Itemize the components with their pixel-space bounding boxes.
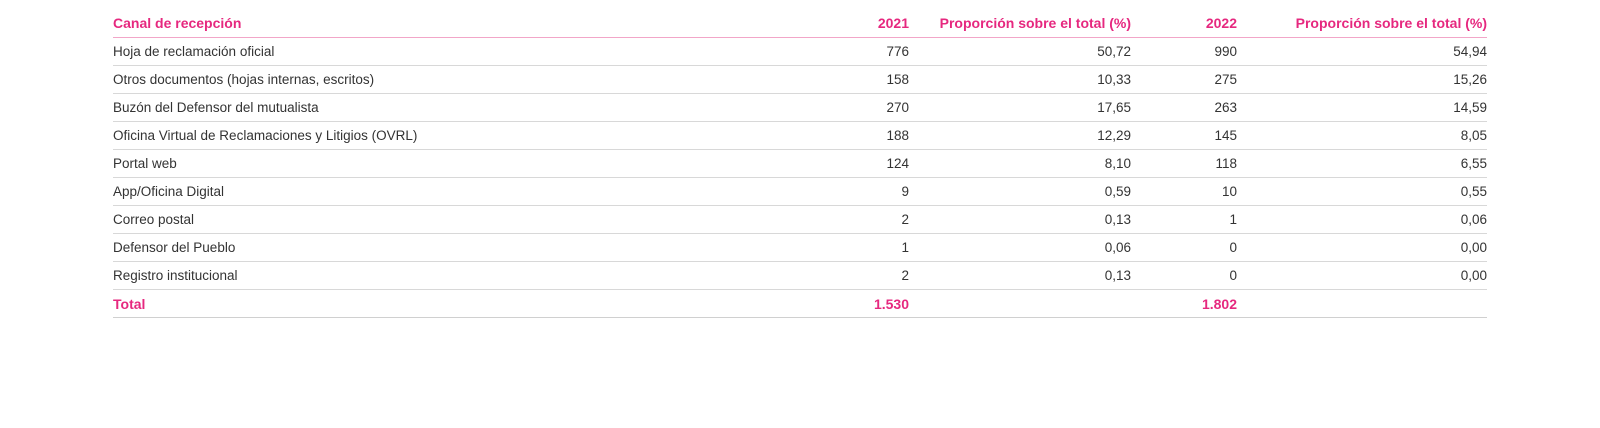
header-channel: Canal de recepción (113, 9, 653, 38)
row-value-2022: 0 (1131, 233, 1237, 262)
row-share-2022: 14,59 (1237, 93, 1487, 122)
total-share-2021 (909, 289, 1131, 318)
row-share-2022: 54,94 (1237, 37, 1487, 66)
row-value-2021: 124 (653, 149, 909, 178)
row-channel: Hoja de reclamación oficial (113, 37, 653, 66)
table-row: Correo postal 2 0,13 1 0,06 (113, 205, 1487, 234)
row-share-2021: 12,29 (909, 121, 1131, 150)
total-label: Total (113, 289, 653, 318)
header-year-2022: 2022 (1131, 9, 1237, 38)
row-value-2022: 990 (1131, 37, 1237, 66)
row-share-2022: 8,05 (1237, 121, 1487, 150)
row-value-2022: 263 (1131, 93, 1237, 122)
row-value-2021: 158 (653, 65, 909, 94)
table-row: Buzón del Defensor del mutualista 270 17,6… (113, 93, 1487, 122)
table-row: App/Oficina Digital 9 0,59 10 0,55 (113, 177, 1487, 206)
row-share-2021: 0,13 (909, 205, 1131, 234)
row-value-2022: 275 (1131, 65, 1237, 94)
row-value-2021: 188 (653, 121, 909, 150)
reception-channel-table-container: Canal de recepción 2021 Proporción sobre… (113, 9, 1487, 318)
row-share-2022: 6,55 (1237, 149, 1487, 178)
row-share-2022: 0,06 (1237, 205, 1487, 234)
total-row: Total 1.530 1.802 (113, 289, 1487, 318)
row-channel: Defensor del Pueblo (113, 233, 653, 262)
table-row: Otros documentos (hojas internas, escrit… (113, 65, 1487, 94)
row-channel: Portal web (113, 149, 653, 178)
row-channel: Buzón del Defensor del mutualista (113, 93, 653, 122)
row-channel: Otros documentos (hojas internas, escrit… (113, 65, 653, 94)
row-share-2021: 8,10 (909, 149, 1131, 178)
row-share-2022: 15,26 (1237, 65, 1487, 94)
row-channel: App/Oficina Digital (113, 177, 653, 206)
row-value-2022: 118 (1131, 149, 1237, 178)
row-value-2022: 0 (1131, 261, 1237, 290)
row-share-2022: 0,00 (1237, 261, 1487, 290)
row-share-2021: 50,72 (909, 37, 1131, 66)
table-row: Hoja de reclamación oficial 776 50,72 990 54… (113, 37, 1487, 66)
header-row: Canal de recepción 2021 Proporción sobre… (113, 9, 1487, 38)
row-channel: Correo postal (113, 205, 653, 234)
table-body: Hoja de reclamación oficial 776 50,72 990 54… (113, 37, 1487, 318)
table-row: Defensor del Pueblo 1 0,06 0 0,00 (113, 233, 1487, 262)
table-header: Canal de recepción 2021 Proporción sobre… (113, 9, 1487, 38)
row-share-2021: 0,06 (909, 233, 1131, 262)
row-value-2021: 1 (653, 233, 909, 262)
row-value-2022: 10 (1131, 177, 1237, 206)
row-share-2022: 0,55 (1237, 177, 1487, 206)
row-share-2021: 0,59 (909, 177, 1131, 206)
row-channel: Oficina Virtual de Reclamaciones y Litig… (113, 121, 653, 150)
total-2022: 1.802 (1131, 289, 1237, 318)
table-row: Portal web 124 8,10 118 6,55 (113, 149, 1487, 178)
row-share-2022: 0,00 (1237, 233, 1487, 262)
total-2021: 1.530 (653, 289, 909, 318)
row-share-2021: 10,33 (909, 65, 1131, 94)
row-channel: Registro institucional (113, 261, 653, 290)
header-year-2021: 2021 (653, 9, 909, 38)
table-row: Oficina Virtual de Reclamaciones y Litig… (113, 121, 1487, 150)
table-row: Registro institucional 2 0,13 0 0,00 (113, 261, 1487, 290)
header-share-2022: Proporción sobre el total (%) (1237, 9, 1487, 38)
row-value-2022: 145 (1131, 121, 1237, 150)
header-share-2021: Proporción sobre el total (%) (909, 9, 1131, 38)
row-share-2021: 0,13 (909, 261, 1131, 290)
row-value-2021: 2 (653, 205, 909, 234)
reception-channel-table: Canal de recepción 2021 Proporción sobre… (113, 9, 1487, 318)
row-share-2021: 17,65 (909, 93, 1131, 122)
row-value-2021: 776 (653, 37, 909, 66)
total-share-2022 (1237, 289, 1487, 318)
row-value-2021: 9 (653, 177, 909, 206)
row-value-2021: 270 (653, 93, 909, 122)
row-value-2021: 2 (653, 261, 909, 290)
row-value-2022: 1 (1131, 205, 1237, 234)
